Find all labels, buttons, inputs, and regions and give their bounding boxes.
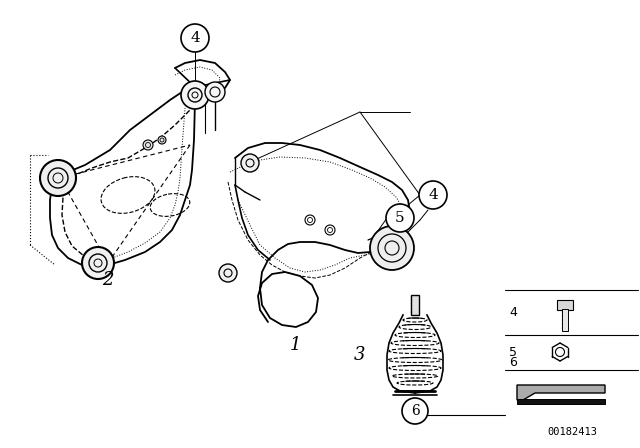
Circle shape xyxy=(40,160,76,196)
Circle shape xyxy=(370,226,414,270)
Polygon shape xyxy=(517,385,605,400)
FancyBboxPatch shape xyxy=(562,309,568,331)
Circle shape xyxy=(205,82,225,102)
Circle shape xyxy=(82,247,114,279)
Text: 2: 2 xyxy=(102,271,114,289)
FancyBboxPatch shape xyxy=(517,399,605,404)
Circle shape xyxy=(241,154,259,172)
Text: 5: 5 xyxy=(395,211,405,225)
Circle shape xyxy=(219,264,237,282)
Circle shape xyxy=(181,81,209,109)
Circle shape xyxy=(402,398,428,424)
Text: 1: 1 xyxy=(289,336,301,354)
FancyBboxPatch shape xyxy=(557,300,573,310)
Text: 5: 5 xyxy=(509,345,517,358)
FancyBboxPatch shape xyxy=(411,295,419,315)
Text: 4: 4 xyxy=(190,31,200,45)
Circle shape xyxy=(419,181,447,209)
Text: 00182413: 00182413 xyxy=(547,427,597,437)
Text: 6: 6 xyxy=(509,356,517,369)
Text: 3: 3 xyxy=(355,346,365,364)
Circle shape xyxy=(158,136,166,144)
Circle shape xyxy=(181,24,209,52)
Text: 4: 4 xyxy=(509,306,517,319)
Circle shape xyxy=(386,204,414,232)
Text: 6: 6 xyxy=(411,404,419,418)
Text: 4: 4 xyxy=(428,188,438,202)
Circle shape xyxy=(143,140,153,150)
